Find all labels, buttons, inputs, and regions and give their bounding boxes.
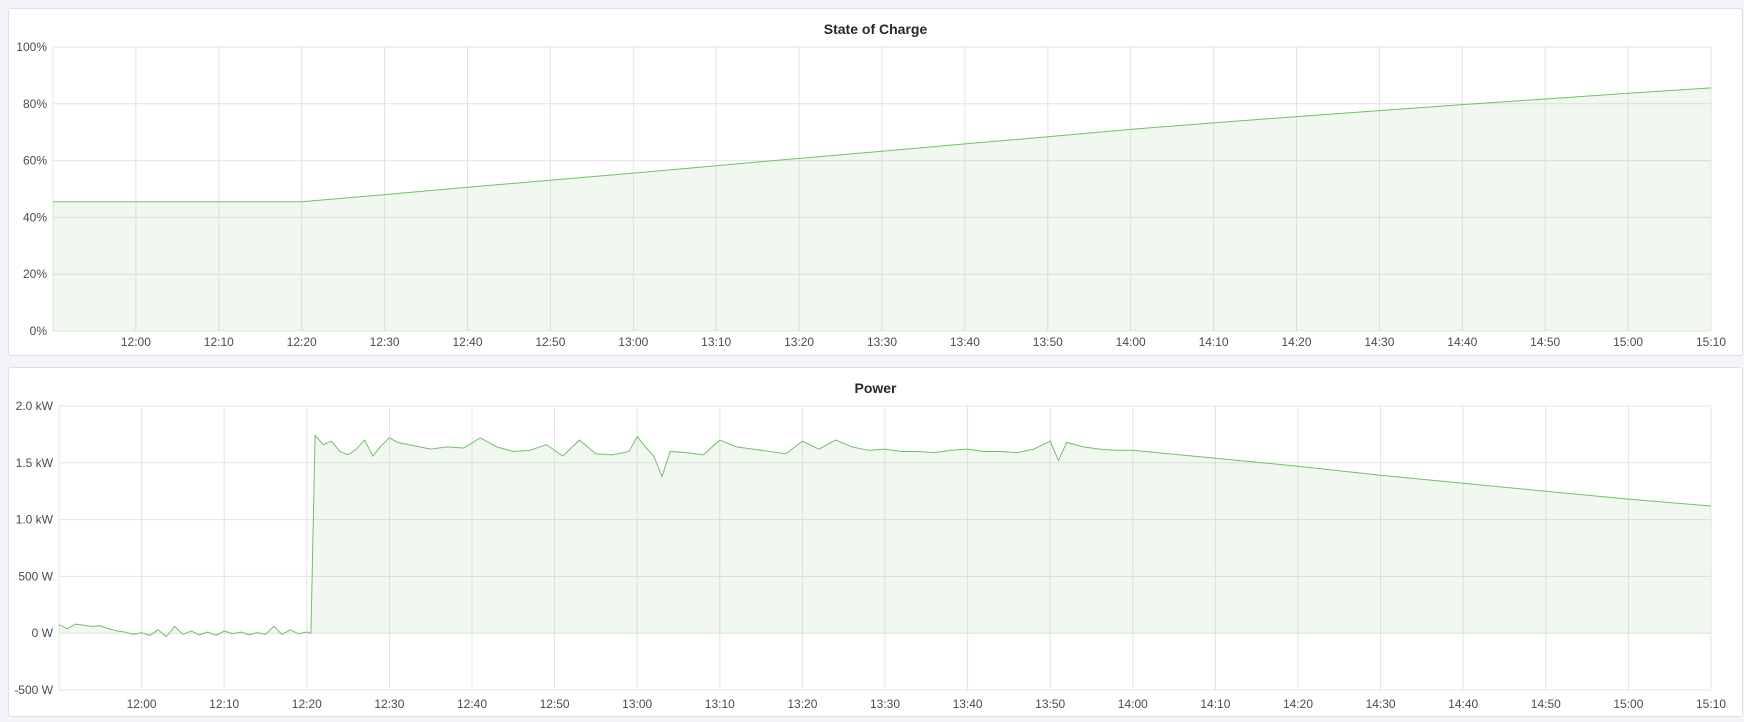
x-tick-label: 13:40 [950, 335, 980, 349]
x-tick-label: 12:40 [452, 335, 482, 349]
y-tick-label: 0% [30, 324, 48, 338]
x-tick-label: 14:50 [1531, 697, 1561, 711]
x-tick-label: 12:20 [287, 335, 317, 349]
x-tick-label: 13:20 [787, 697, 817, 711]
x-tick-label: 14:40 [1447, 335, 1477, 349]
panel-title[interactable]: State of Charge [823, 21, 928, 37]
x-tick-label: 13:10 [705, 697, 735, 711]
y-tick-label: 60% [23, 154, 47, 168]
x-tick-label: 13:10 [701, 335, 731, 349]
y-tick-label: 100% [16, 40, 47, 54]
x-tick-label: 15:00 [1613, 335, 1643, 349]
x-tick-label: 13:50 [1033, 335, 1063, 349]
x-tick-label: 13:50 [1035, 697, 1065, 711]
x-tick-label: 12:50 [540, 697, 570, 711]
x-tick-label: 14:30 [1364, 335, 1394, 349]
panel-title[interactable]: Power [854, 380, 897, 396]
y-tick-label: 20% [23, 267, 47, 281]
y-tick-label: 500 W [18, 569, 53, 583]
y-tick-label: 40% [23, 210, 47, 224]
x-tick-label: 13:30 [867, 335, 897, 349]
x-tick-label: 14:10 [1199, 335, 1229, 349]
x-tick-label: 12:30 [370, 335, 400, 349]
x-tick-label: 12:10 [204, 335, 234, 349]
x-tick-label: 14:00 [1118, 697, 1148, 711]
x-tick-label: 12:10 [209, 697, 239, 711]
x-tick-label: 15:00 [1613, 697, 1643, 711]
y-tick-label: 1.5 kW [16, 456, 54, 470]
y-tick-label: 2.0 kW [16, 399, 54, 413]
y-tick-label: 1.0 kW [16, 513, 54, 527]
x-tick-label: 13:00 [618, 335, 648, 349]
state-of-charge-chart: 0% 20% 40% 60% 80% 100% 12:00 12:10 12:20 12:30 12… [16, 40, 1726, 349]
x-tick-label: 14:50 [1530, 335, 1560, 349]
x-tick-label: 12:20 [292, 697, 322, 711]
series-line [53, 87, 1712, 203]
state-of-charge-panel: State of Charge 0% 20% 40% 60% 80% 100% 12:00 1… [8, 8, 1743, 356]
power-chart: -500 W 0 W 500 W 1.0 kW 1.5 kW 2.0 kW 12:00 12:… [14, 399, 1726, 711]
series-line [58, 434, 1712, 638]
x-tick-label: 12:00 [127, 697, 157, 711]
x-tick-label: 14:40 [1448, 697, 1478, 711]
x-tick-label: 12:50 [535, 335, 565, 349]
power-panel: Power -500 W 0 W 500 W 1.0 kW 1.5 kW 2.0 kW 12… [8, 367, 1743, 717]
series-area [53, 87, 1711, 332]
x-tick-label: 12:00 [121, 335, 151, 349]
x-tick-label: 12:40 [457, 697, 487, 711]
x-tick-label: 13:30 [870, 697, 900, 711]
x-tick-label: 15:10 [1696, 697, 1726, 711]
x-tick-label: 15:10 [1696, 335, 1726, 349]
y-tick-label: 80% [23, 97, 47, 111]
y-tick-label: -500 W [14, 683, 53, 697]
x-tick-label: 14:10 [1200, 697, 1230, 711]
y-tick-label: 0 W [32, 626, 54, 640]
x-tick-label: 12:30 [374, 697, 404, 711]
x-tick-label: 14:20 [1281, 335, 1311, 349]
x-tick-label: 13:40 [953, 697, 983, 711]
x-tick-label: 14:30 [1366, 697, 1396, 711]
x-tick-label: 14:20 [1283, 697, 1313, 711]
x-tick-label: 14:00 [1116, 335, 1146, 349]
x-tick-label: 13:20 [784, 335, 814, 349]
series-area [59, 435, 1711, 637]
x-tick-label: 13:00 [622, 697, 652, 711]
